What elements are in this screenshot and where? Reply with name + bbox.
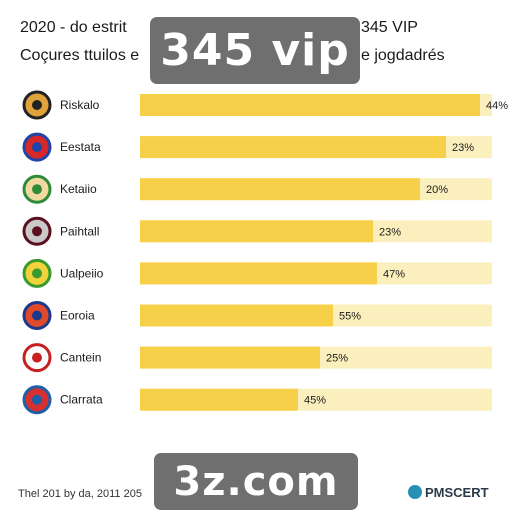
value-label: 44% bbox=[486, 100, 508, 112]
value-label: 55% bbox=[339, 311, 361, 323]
watermark-banner-top: 345 vip bbox=[150, 17, 360, 84]
bar bbox=[140, 178, 420, 201]
chart-subtitle-right: e jogdadrés bbox=[361, 47, 445, 64]
badge-center-icon bbox=[32, 226, 42, 237]
badge-center-icon bbox=[32, 352, 42, 363]
badge-center-icon bbox=[32, 268, 42, 279]
footer-brand: PMSCERT bbox=[408, 485, 489, 500]
bar bbox=[140, 220, 373, 243]
bar bbox=[140, 304, 333, 327]
bar bbox=[140, 346, 320, 369]
chart-subtitle-left: Coçures ttuilos e bbox=[20, 47, 140, 64]
badge-center-icon bbox=[32, 184, 42, 195]
chart-title-right: 345 VIP bbox=[361, 19, 418, 36]
category-label: Cantein bbox=[60, 351, 101, 365]
value-label: 45% bbox=[304, 395, 326, 407]
category-label: Eoroia bbox=[60, 309, 95, 323]
footer-brand-text: PMSCERT bbox=[425, 485, 489, 500]
chart-title-left: 2020 - do estrit bbox=[20, 19, 127, 36]
brand-logo-icon bbox=[408, 485, 422, 499]
category-label: Ketaiio bbox=[60, 182, 97, 196]
category-label: Ualpeiio bbox=[60, 266, 104, 280]
value-label: 23% bbox=[379, 226, 401, 238]
badge-center-icon bbox=[32, 310, 42, 321]
category-label: Riskalo bbox=[60, 98, 100, 112]
category-label: Eestata bbox=[60, 140, 101, 154]
category-label: Clarrata bbox=[60, 393, 103, 407]
bar bbox=[140, 262, 377, 285]
badge-center-icon bbox=[32, 394, 42, 405]
value-label: 23% bbox=[452, 142, 474, 154]
watermark-banner-bottom: 3z.com bbox=[154, 453, 358, 510]
value-label: 25% bbox=[326, 353, 348, 365]
value-label: 20% bbox=[426, 184, 448, 196]
value-label: 47% bbox=[383, 268, 405, 280]
bar bbox=[140, 94, 480, 116]
bar bbox=[140, 136, 446, 159]
badge-center-icon bbox=[32, 100, 42, 110]
bar bbox=[140, 388, 298, 411]
badge-center-icon bbox=[32, 142, 42, 153]
category-label: Paihtall bbox=[60, 224, 99, 238]
footer-source-text: Thel 201 by da, 2011 205 bbox=[18, 488, 142, 500]
